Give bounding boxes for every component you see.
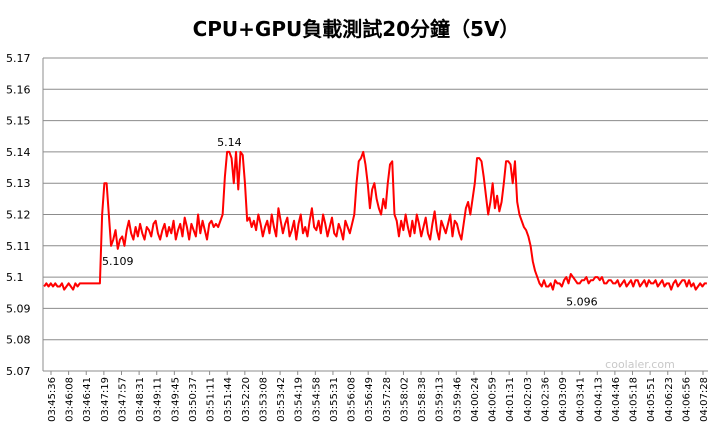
x-tick-label: 03:53:42 — [276, 377, 287, 422]
x-tick-label: 03:45:36 — [47, 377, 58, 422]
x-tick-label: 04:05:18 — [629, 377, 640, 422]
axis-layer: 5.07 5.08 5.09 5.1 5.11 5.12 5.13 5.14 5.15 5.16 5… — [6, 52, 710, 422]
x-tick-label: 04:05:51 — [646, 377, 657, 422]
x-tick-label: 03:55:31 — [329, 377, 340, 422]
y-tick-label: 5.08 — [6, 334, 31, 347]
x-tick-label: 03:46:41 — [82, 377, 93, 422]
x-tick-label: 03:48:31 — [135, 377, 146, 422]
x-tick-label: 04:01:31 — [505, 377, 516, 422]
x-tick-label: 03:56:49 — [364, 377, 375, 422]
x-tick-label: 04:06:56 — [681, 377, 692, 422]
x-tick-label: 03:56:08 — [347, 377, 358, 422]
x-tick-label: 03:54:58 — [311, 377, 322, 422]
x-tick-label: 04:00:24 — [470, 377, 481, 422]
x-tick-label: 03:58:38 — [417, 377, 428, 422]
annotation-layer: 5.14 5.109 5.096 — [102, 136, 598, 309]
x-tick-label: 04:04:13 — [593, 377, 604, 422]
series-line — [43, 150, 707, 291]
x-tick-label: 03:53:08 — [258, 377, 269, 422]
y-tick-label: 5.11 — [6, 240, 31, 253]
y-tick-label: 5.13 — [6, 177, 31, 190]
y-tick-label: 5.15 — [6, 115, 31, 128]
series-layer — [43, 150, 707, 291]
x-tick-label: 03:47:57 — [117, 377, 128, 422]
x-tick-label: 04:03:09 — [558, 377, 569, 422]
x-tick-label: 03:49:11 — [153, 377, 164, 422]
x-tick-label: 03:59:13 — [435, 377, 446, 422]
x-tick-label: 04:00:59 — [488, 377, 499, 422]
y-tick-label: 5.17 — [6, 52, 31, 65]
x-tick-label: 03:58:02 — [399, 377, 410, 422]
grid-layer — [43, 57, 708, 372]
chart-title: CPU+GPU負載測試20分鐘（5V） — [193, 17, 520, 41]
data-label: 5.096 — [566, 296, 598, 309]
x-tick-label: 03:54:19 — [294, 377, 305, 422]
x-tick-label: 03:46:08 — [65, 377, 76, 422]
x-tick-label: 03:52:20 — [241, 377, 252, 422]
x-tick-label: 04:02:36 — [540, 377, 551, 422]
x-tick-label: 04:02:03 — [523, 377, 534, 422]
x-tick-label: 04:03:41 — [576, 377, 587, 422]
y-tick-label: 5.1 — [6, 271, 24, 284]
y-tick-label: 5.14 — [6, 146, 31, 159]
x-tick-label: 03:51:11 — [206, 377, 217, 422]
watermark-text: coolaler.com — [605, 358, 675, 371]
x-tick-label: 03:59:46 — [452, 377, 463, 422]
y-tick-label: 5.16 — [6, 83, 31, 96]
x-tick-label: 03:57:28 — [382, 377, 393, 422]
data-label: 5.14 — [217, 136, 242, 149]
x-tick-label: 04:04:46 — [611, 377, 622, 422]
x-tick-label: 04:07:28 — [699, 377, 710, 422]
x-tick-label: 03:51:44 — [223, 377, 234, 422]
y-tick-label: 5.07 — [6, 365, 31, 378]
watermark: coolaler.com — [605, 358, 675, 371]
data-label: 5.109 — [102, 255, 134, 268]
x-tick-label: 03:49:45 — [170, 377, 181, 422]
x-tick-label: 04:06:23 — [664, 377, 675, 422]
y-tick-label: 5.12 — [6, 209, 31, 222]
x-tick-label: 03:47:19 — [100, 377, 111, 422]
y-tick-label: 5.09 — [6, 302, 31, 315]
x-tick-label: 03:50:37 — [188, 377, 199, 422]
